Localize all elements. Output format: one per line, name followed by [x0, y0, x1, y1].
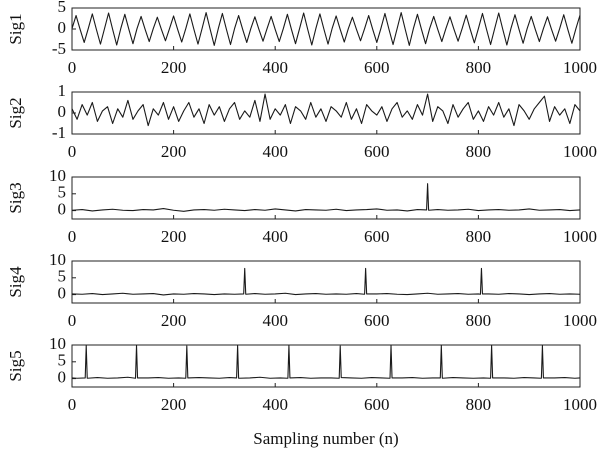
y-axis-label: Sig2: [6, 97, 25, 128]
x-tick-label: 600: [364, 142, 390, 161]
x-tick-label: 200: [161, 395, 187, 414]
plot-frame: [71, 260, 581, 304]
x-tick-label: 0: [68, 142, 77, 161]
y-tick-label: 0: [58, 284, 67, 303]
x-tick-label: 200: [161, 58, 187, 77]
y-axis-label: Sig3: [6, 182, 25, 213]
x-tick-label: 1000: [563, 58, 597, 77]
x-tick-label: 200: [161, 142, 187, 161]
x-tick-label: 800: [466, 311, 492, 330]
x-tick-label: 1000: [563, 227, 597, 246]
x-tick-label: 0: [68, 58, 77, 77]
x-tick-label: 600: [364, 395, 390, 414]
plot-frame: [71, 344, 581, 388]
y-tick-label: 10: [49, 166, 66, 185]
signal-line: [71, 267, 581, 296]
x-tick-label: 0: [68, 395, 77, 414]
x-tick-label: 0: [68, 227, 77, 246]
x-tick-label: 600: [364, 227, 390, 246]
plot-frame: [71, 7, 581, 51]
x-tick-label: 800: [466, 142, 492, 161]
x-tick-label: 400: [262, 227, 288, 246]
y-tick-label: 0: [58, 368, 67, 387]
x-tick-label: 600: [364, 311, 390, 330]
x-tick-label: 800: [466, 395, 492, 414]
y-tick-label: 0: [58, 18, 67, 37]
x-tick-label: 0: [68, 311, 77, 330]
y-axis-label: Sig5: [6, 350, 25, 381]
y-tick-label: 1: [58, 81, 67, 100]
x-tick-label: 1000: [563, 311, 597, 330]
x-tick-label: 1000: [563, 142, 597, 161]
y-tick-label: 10: [49, 334, 66, 353]
x-tick-label: 400: [262, 311, 288, 330]
y-tick-label: 5: [58, 351, 67, 370]
signal-line: [71, 345, 581, 379]
y-tick-label: 0: [58, 102, 67, 121]
y-axis-label: Sig1: [6, 13, 25, 44]
y-tick-label: -1: [52, 123, 66, 142]
x-tick-label: 400: [262, 395, 288, 414]
x-axis-label: Sampling number (n): [253, 429, 398, 448]
y-tick-label: 5: [58, 0, 67, 16]
y-tick-label: 5: [58, 183, 67, 202]
x-tick-label: 800: [466, 58, 492, 77]
x-tick-label: 400: [262, 142, 288, 161]
signal-line: [71, 12, 581, 46]
y-tick-label: 0: [58, 200, 67, 219]
x-tick-label: 200: [161, 311, 187, 330]
x-tick-label: 1000: [563, 395, 597, 414]
x-tick-label: 400: [262, 58, 288, 77]
y-axis-label: Sig4: [6, 266, 25, 298]
plot-frame: [71, 176, 581, 220]
signal-line: [71, 183, 581, 212]
y-tick-label: 10: [49, 250, 66, 269]
y-tick-label: 5: [58, 267, 67, 286]
y-tick-label: -5: [52, 39, 66, 58]
x-tick-label: 800: [466, 227, 492, 246]
x-tick-label: 200: [161, 227, 187, 246]
x-tick-label: 600: [364, 58, 390, 77]
signal-line: [71, 93, 581, 127]
plot-frame: [71, 91, 581, 135]
